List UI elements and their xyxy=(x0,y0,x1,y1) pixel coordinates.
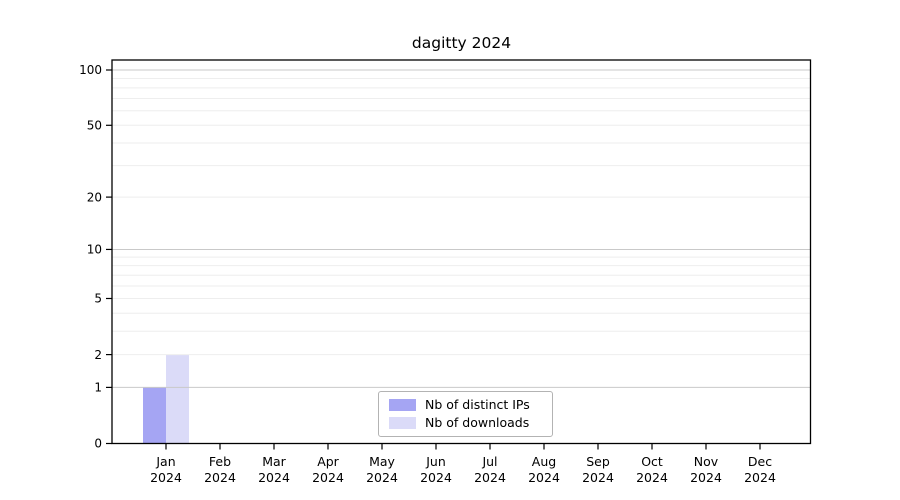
x-tick-label-month: Oct xyxy=(641,454,663,469)
y-tick-label: 20 xyxy=(87,190,102,204)
chart-legend: Nb of distinct IPs Nb of downloads xyxy=(378,391,553,437)
y-tick-label: 10 xyxy=(87,243,102,257)
bar-downloads xyxy=(166,354,189,444)
x-tick-label-month: Aug xyxy=(532,454,556,469)
x-tick-label-year: 2024 xyxy=(420,470,452,485)
x-tick-label-month: Sep xyxy=(586,454,610,469)
y-tick-label: 50 xyxy=(87,118,102,132)
y-tick-label: 0 xyxy=(94,437,102,451)
x-tick-label-month: Jun xyxy=(425,454,446,469)
bar-distinct-ips xyxy=(143,387,166,444)
y-tick-label: 5 xyxy=(94,292,102,306)
y-tick-label: 1 xyxy=(94,381,102,395)
x-tick-label-month: May xyxy=(369,454,395,469)
x-tick-label-month: Jan xyxy=(155,454,175,469)
x-tick-label-year: 2024 xyxy=(474,470,506,485)
legend-item-distinct-ips: Nb of distinct IPs xyxy=(389,396,552,412)
x-tick-label-year: 2024 xyxy=(258,470,290,485)
x-tick-label-month: Feb xyxy=(209,454,231,469)
legend-swatch-downloads xyxy=(389,417,416,430)
legend-label-downloads: Nb of downloads xyxy=(425,415,530,430)
y-tick-label: 100 xyxy=(79,63,102,77)
x-tick-label-year: 2024 xyxy=(150,470,182,485)
y-tick-label: 2 xyxy=(94,348,102,362)
chart-title: dagitty 2024 xyxy=(411,34,512,52)
x-tick-label-year: 2024 xyxy=(366,470,398,485)
legend-item-downloads: Nb of downloads xyxy=(389,415,552,430)
x-tick-label-year: 2024 xyxy=(312,470,344,485)
x-tick-label-year: 2024 xyxy=(204,470,236,485)
legend-label-distinct-ips: Nb of distinct IPs xyxy=(425,396,530,412)
x-tick-label-month: Jul xyxy=(481,454,497,469)
x-tick-label-year: 2024 xyxy=(636,470,668,485)
x-tick-label-month: Mar xyxy=(262,454,286,469)
x-tick-label-year: 2024 xyxy=(528,470,560,485)
x-tick-label-month: Nov xyxy=(694,454,719,469)
plot-border xyxy=(111,59,812,445)
x-tick-label-year: 2024 xyxy=(582,470,614,485)
x-tick-label-month: Apr xyxy=(317,454,339,469)
x-tick-label-year: 2024 xyxy=(744,470,776,485)
x-tick-label-month: Dec xyxy=(748,454,772,469)
legend-swatch-distinct-ips xyxy=(389,398,416,411)
x-tick-label-year: 2024 xyxy=(690,470,722,485)
